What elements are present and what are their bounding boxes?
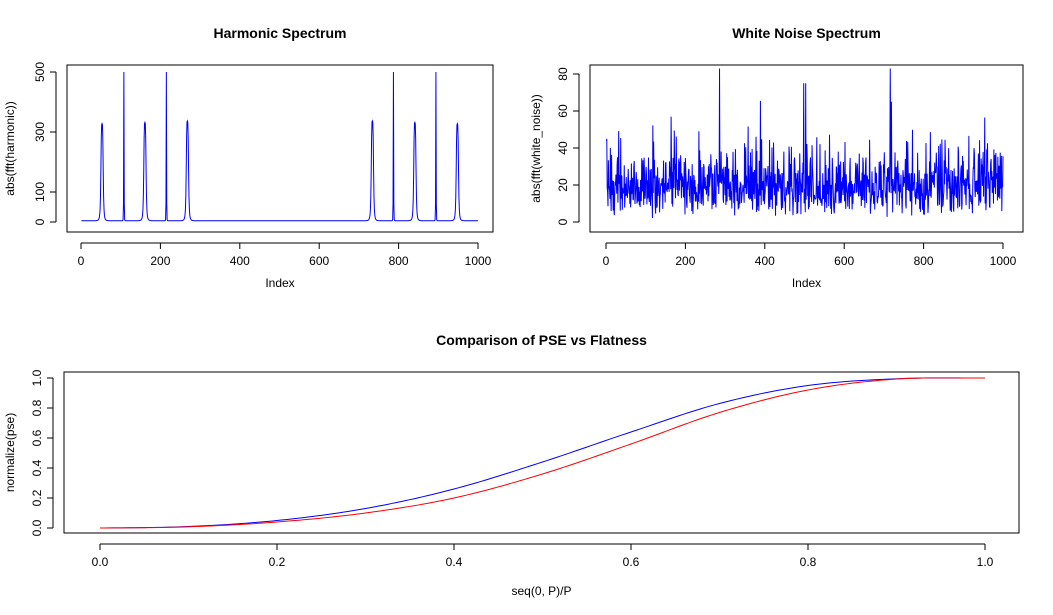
white-noise-series-line	[605, 68, 1004, 218]
pse-flatness-x-tick-label: 0.4	[446, 555, 463, 569]
harmonic-x-tick-label: 1000	[465, 254, 492, 268]
pse-flatness-y-tick-label: 1.0	[30, 369, 44, 386]
white-noise-y-tick-label: 80	[556, 67, 570, 81]
pse-flatness-x-axis-label: seq(0, P)/P	[511, 584, 571, 598]
white-noise-x-tick-label: 0	[603, 254, 610, 268]
white-noise-y-tick-label: 40	[556, 141, 570, 155]
white-noise-x-tick-label: 200	[675, 254, 695, 268]
harmonic-y-tick-label: 500	[33, 62, 47, 82]
white-noise-x-tick-label: 600	[834, 254, 854, 268]
harmonic-y-tick-label: 300	[33, 122, 47, 142]
pse-flatness-x-tick-label: 0.6	[623, 555, 640, 569]
harmonic-x-tick-label: 200	[150, 254, 170, 268]
pse-flatness-y-tick-label: 0.2	[30, 489, 44, 506]
pse-series-line	[99, 377, 986, 529]
harmonic-series-line	[81, 71, 478, 222]
white-noise-x-axis-label: Index	[792, 276, 821, 290]
pse-flatness-y-tick-label: 0.0	[30, 519, 44, 536]
harmonic-x-tick-label: 0	[78, 254, 85, 268]
harmonic-plot-frame	[66, 64, 494, 233]
harmonic-title: Harmonic Spectrum	[213, 25, 346, 41]
white-noise-y-tick-label: 60	[556, 104, 570, 118]
white-noise-x-tick-label: 1000	[990, 254, 1017, 268]
harmonic-panel: Harmonic Spectrum 0 200 400 600 800 1000 0 100 30…	[3, 25, 494, 290]
pse-flatness-panel: Comparison of PSE vs Flatness 0.0 0.2 0.4 0.…	[3, 332, 1020, 598]
white-noise-y-tick-label: 0	[556, 218, 570, 225]
harmonic-y-axis-label: abs(fft(harmonic))	[3, 101, 17, 195]
harmonic-x-tick-label: 800	[389, 254, 409, 268]
white-noise-title: White Noise Spectrum	[732, 25, 881, 41]
white-noise-y-tick-label: 20	[556, 178, 570, 192]
pse-flatness-x-tick-label: 0.2	[269, 555, 286, 569]
pse-flatness-y-tick-label: 0.4	[30, 459, 44, 476]
white-noise-y-axis-label: abs(fft(white_noise))	[529, 94, 543, 203]
pse-flatness-y-tick-label: 0.8	[30, 399, 44, 416]
pse-flatness-x-tick-label: 1.0	[977, 555, 994, 569]
harmonic-y-tick-label: 100	[33, 182, 47, 202]
pse-flatness-y-axis-label: normalize(pse)	[3, 413, 17, 492]
harmonic-x-axis-label: Index	[265, 276, 294, 290]
white-noise-x-tick-label: 800	[914, 254, 934, 268]
pse-flatness-y-tick-label: 0.6	[30, 429, 44, 446]
white-noise-panel: White Noise Spectrum 0 200 400 600 800 1000 0 20…	[529, 25, 1024, 290]
harmonic-x-tick-label: 600	[309, 254, 329, 268]
harmonic-x-tick-label: 400	[230, 254, 250, 268]
pse-flatness-x-tick-label: 0.0	[92, 555, 109, 569]
pse-flatness-x-tick-label: 0.8	[800, 555, 817, 569]
pse-flatness-title: Comparison of PSE vs Flatness	[436, 332, 647, 348]
white-noise-plot-frame	[589, 64, 1024, 233]
white-noise-x-tick-label: 400	[755, 254, 775, 268]
flatness-series-line	[99, 377, 986, 529]
pse-flatness-plot-frame	[63, 371, 1020, 534]
harmonic-y-tick-label: 0	[33, 218, 47, 225]
